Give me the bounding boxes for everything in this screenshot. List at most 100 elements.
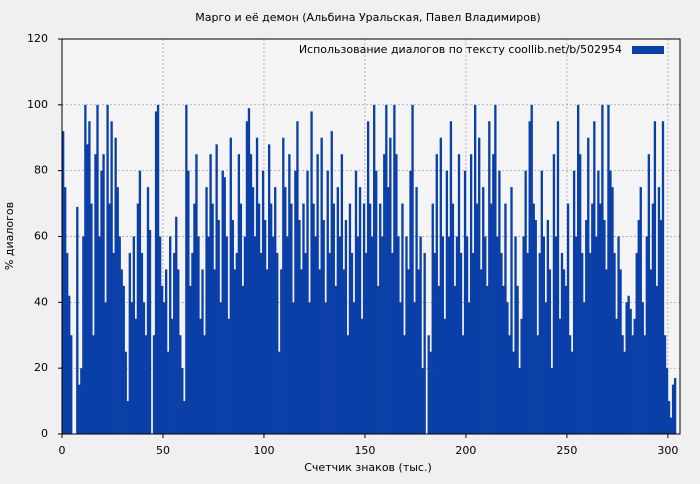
bar (354, 170, 358, 434)
bar (197, 236, 200, 434)
bar (215, 144, 218, 435)
bar (314, 236, 317, 434)
bar (459, 252, 463, 434)
bar (579, 154, 582, 435)
bar (92, 335, 95, 434)
bar (566, 203, 570, 434)
bar (179, 335, 182, 434)
bar (265, 269, 269, 434)
bar (649, 269, 653, 434)
bar (375, 170, 378, 434)
bar (332, 203, 335, 434)
y-tick-label: 40 (34, 295, 48, 308)
bar (599, 203, 602, 434)
bar (629, 308, 632, 434)
bar (104, 302, 107, 434)
bar (673, 378, 677, 434)
bar (274, 187, 277, 434)
bar (324, 302, 327, 434)
bar (407, 269, 410, 434)
bar (160, 285, 164, 434)
bar (617, 236, 620, 434)
bar (502, 285, 505, 434)
bar (647, 154, 651, 435)
bar (556, 121, 560, 435)
bar (261, 170, 265, 434)
bar (156, 104, 160, 434)
bar (482, 187, 485, 434)
bar (657, 187, 661, 434)
bar (671, 384, 675, 434)
bar (625, 302, 628, 434)
bar (308, 302, 311, 434)
bar (328, 252, 331, 434)
bar (530, 104, 533, 434)
bar (243, 236, 247, 434)
bar (423, 252, 426, 434)
bar (338, 236, 342, 434)
bar (381, 236, 384, 434)
bar (528, 121, 531, 435)
bar (484, 236, 487, 434)
bar (318, 269, 321, 434)
bar (203, 335, 206, 434)
bar (108, 203, 111, 434)
bar (296, 121, 299, 435)
plot-frame (61, 38, 681, 435)
bar (667, 401, 671, 434)
bar (401, 203, 404, 434)
bar (564, 285, 568, 434)
bar (465, 236, 469, 434)
bar (255, 137, 259, 434)
bar (253, 236, 257, 434)
bar (490, 203, 493, 434)
bar (280, 269, 283, 434)
bar (68, 295, 71, 434)
bar (134, 318, 138, 434)
bar (562, 269, 566, 434)
bar (474, 104, 477, 434)
bar (241, 285, 245, 434)
bar (445, 170, 449, 434)
bar (185, 104, 188, 434)
bar (326, 170, 329, 434)
bar (251, 187, 255, 434)
bar (623, 351, 626, 434)
bar (84, 104, 87, 434)
bar (76, 206, 79, 434)
bar (403, 335, 406, 434)
bar (195, 154, 198, 435)
bar (550, 368, 554, 434)
bar (286, 236, 289, 434)
bar (207, 236, 210, 434)
bar (471, 252, 475, 434)
bar (70, 335, 73, 434)
bar (122, 285, 125, 434)
x-axis-label: Счетчик знаков (тыс.) (304, 461, 432, 474)
bar (183, 401, 186, 434)
bar (124, 351, 127, 434)
bar (653, 121, 657, 435)
bar (415, 187, 418, 434)
bar (659, 220, 663, 434)
bar (263, 220, 267, 434)
bar (655, 285, 659, 434)
bar (492, 154, 495, 435)
bar (249, 154, 253, 435)
legend-swatch (632, 46, 664, 54)
bar (510, 187, 513, 434)
bar (419, 236, 422, 434)
bar (383, 154, 386, 435)
bar (641, 302, 644, 434)
bar (455, 236, 459, 434)
bar (276, 252, 279, 434)
bar (350, 252, 354, 434)
bar (560, 252, 564, 434)
bar (409, 170, 412, 434)
bar (542, 236, 545, 434)
bar (379, 203, 382, 434)
bar (227, 318, 230, 434)
bar (411, 104, 414, 434)
bar (633, 318, 636, 434)
bar (114, 137, 117, 434)
